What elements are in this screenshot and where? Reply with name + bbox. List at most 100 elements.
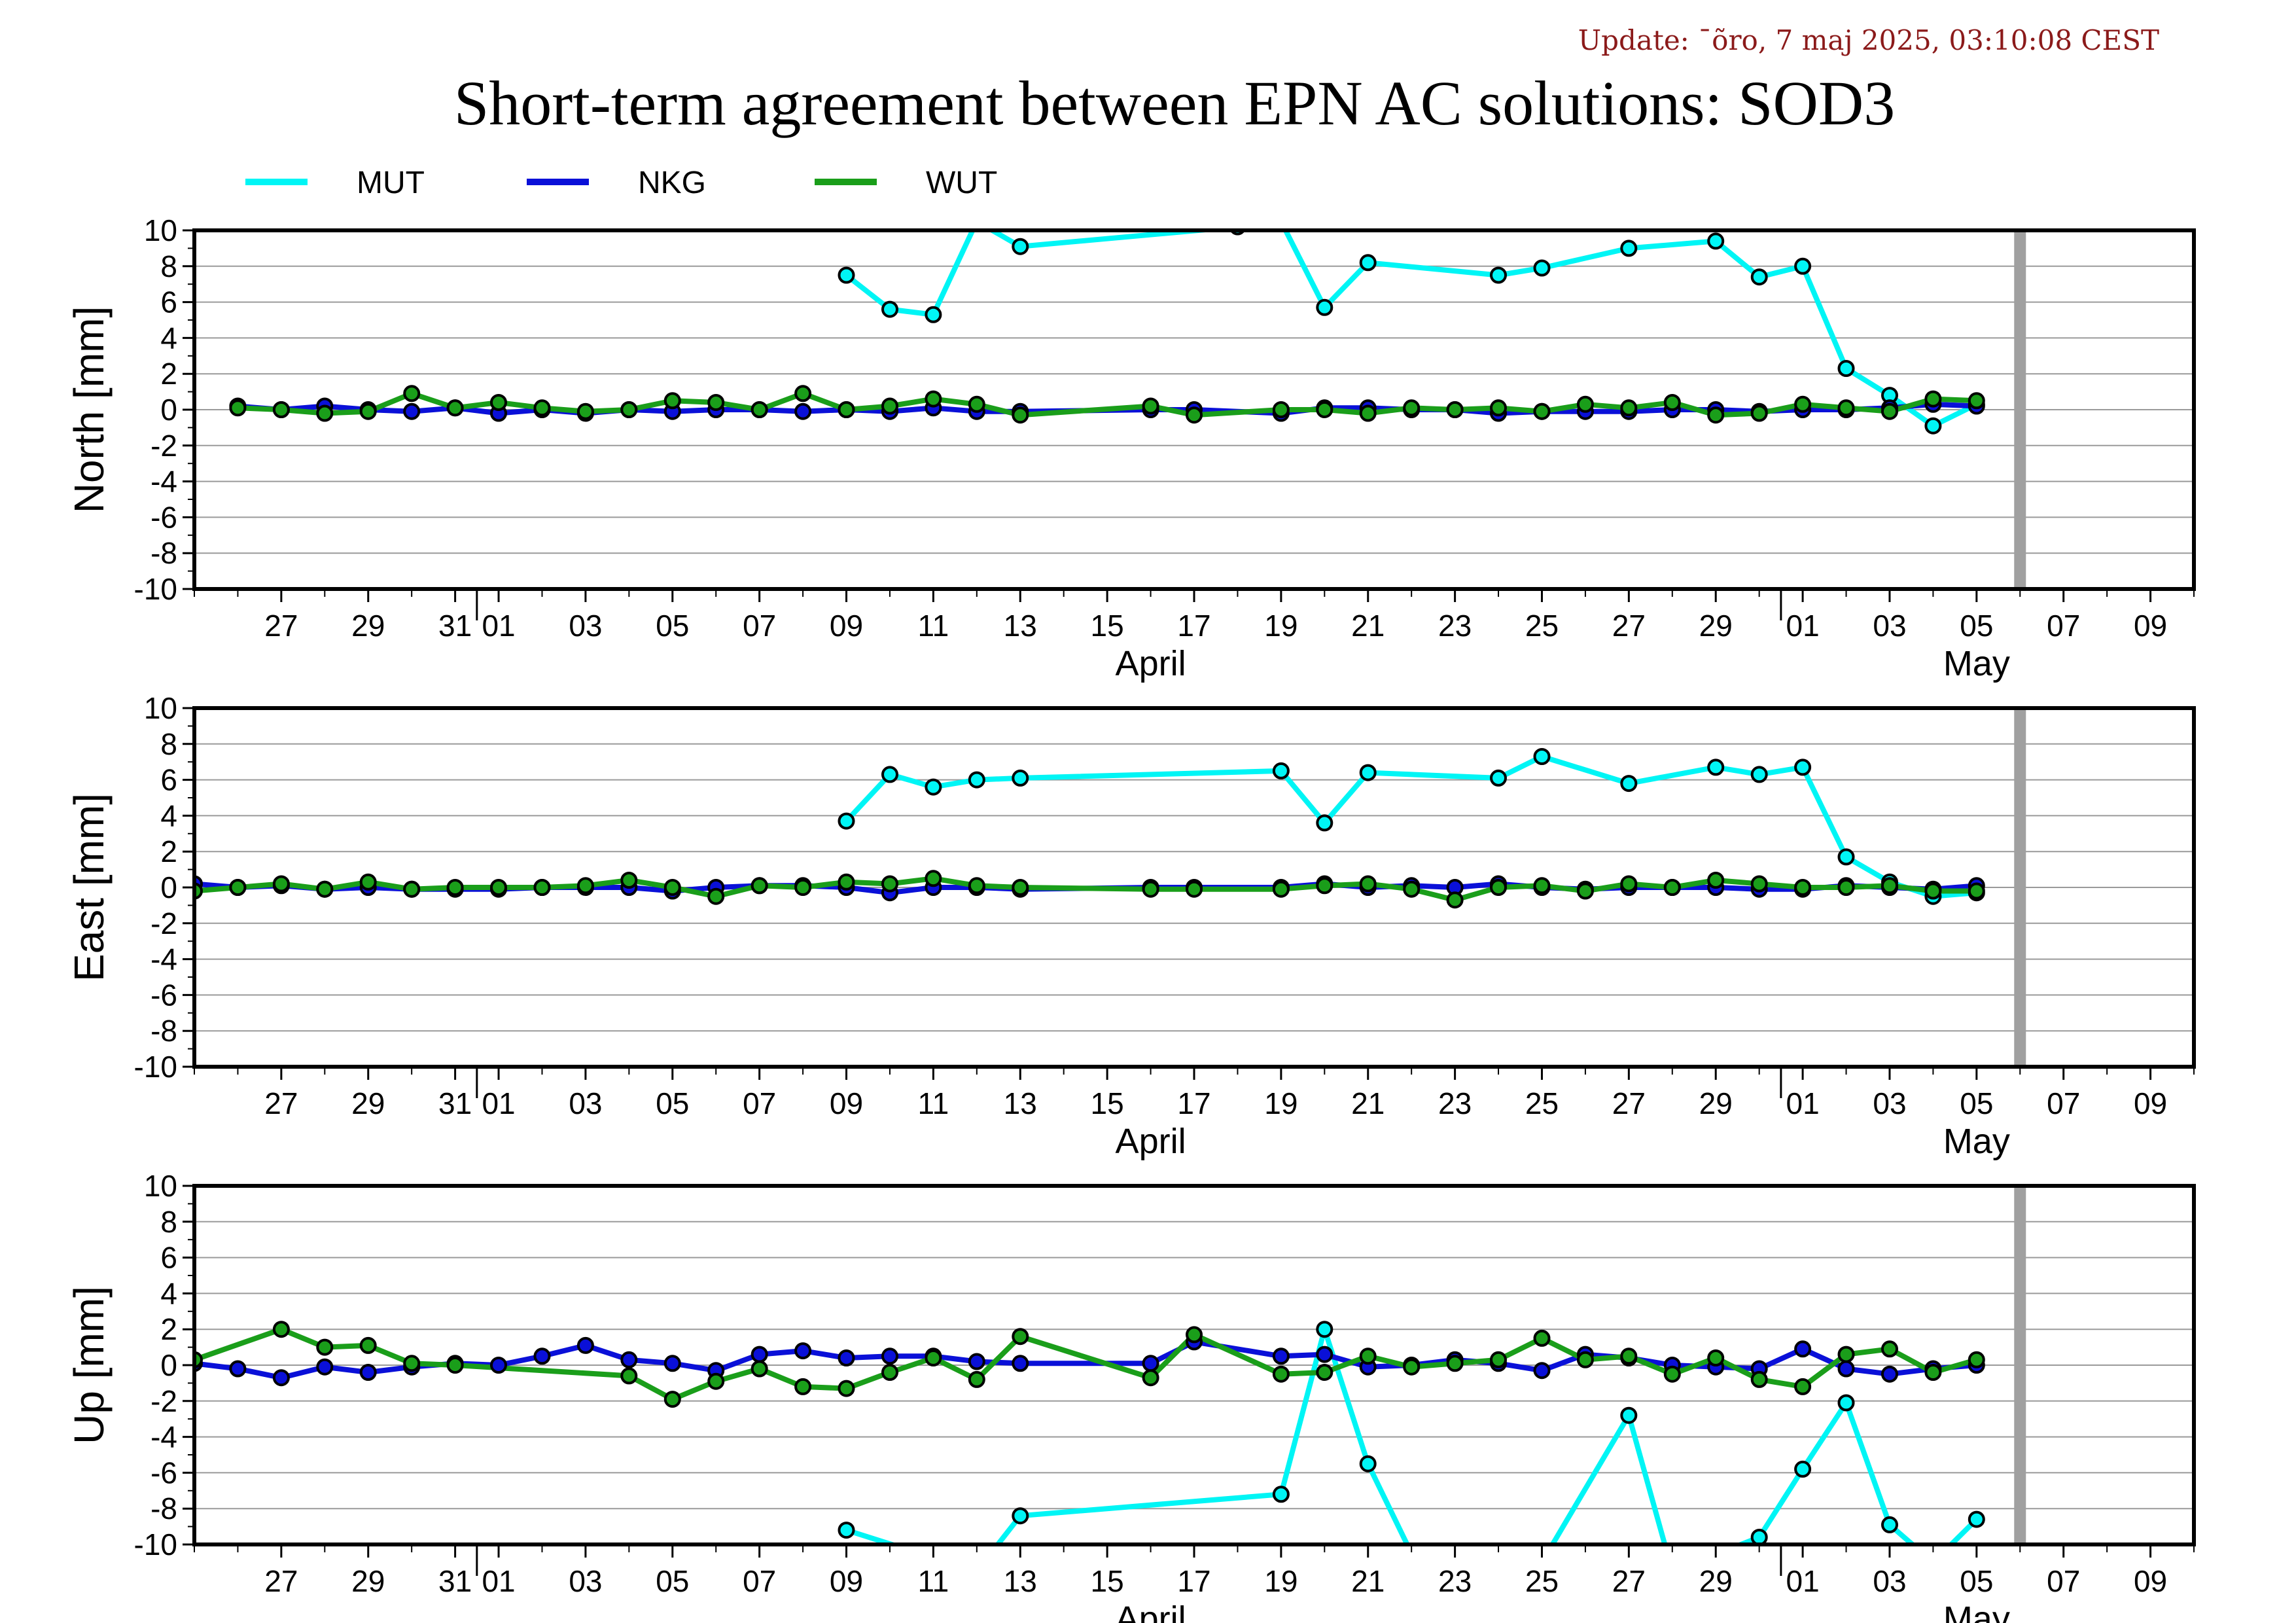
point-mut [1274,214,1288,228]
point-mut [881,766,898,783]
point-mut [1794,257,1812,275]
x-tick-label: 25 [1525,609,1559,643]
point-nkg [838,1349,855,1366]
point-wut [490,879,507,896]
point-wut [1837,879,1855,896]
x-tick-label: 27 [1612,1564,1646,1598]
point-wut [707,887,725,905]
point-wut [272,401,290,418]
x-tick-label: 29 [351,609,385,643]
x-tick-label: 21 [1351,609,1385,643]
point-mut [1316,1321,1333,1338]
series-line-mut [845,1327,1979,1544]
point-wut [1142,1369,1159,1387]
point-mut [881,300,898,318]
point-wut [1707,872,1725,889]
y-tick-label: 2 [160,834,177,868]
x-tick-label: 21 [1351,1086,1385,1120]
series-group [229,214,1985,435]
x-tick-label: 23 [1438,1086,1472,1120]
point-wut [838,1380,855,1397]
point-mut [1707,758,1725,776]
x-tick-label: 11 [918,1564,949,1598]
x-tick-label: 01 [482,1564,515,1598]
point-nkg [1142,1355,1159,1372]
point-mut [1794,1460,1812,1478]
point-mut [838,1522,855,1539]
month-label: May [1943,1599,2010,1623]
point-wut [925,870,942,887]
point-mut [1012,238,1029,255]
x-tick-label: 31 [438,609,472,643]
x-tick-label: 01 [1786,1564,1820,1598]
x-tick-label: 03 [569,1564,602,1598]
point-wut [1012,406,1029,424]
x-tick-label: 13 [1004,609,1037,643]
y-tick-label: -8 [150,1491,177,1525]
point-wut [925,390,942,408]
point-nkg [1533,1362,1551,1380]
y-tick-label: 4 [160,1276,177,1310]
point-nkg [1272,1347,1290,1365]
point-mut [925,306,942,323]
point-wut [663,1391,681,1408]
y-tick-label: -4 [150,942,177,976]
x-tick-label: 07 [2047,1564,2080,1598]
x-tick-label: 25 [1525,1086,1559,1120]
point-nkg [881,1347,898,1365]
point-wut [359,402,377,420]
current-date-bar [2014,1186,2026,1544]
x-tick-label: 07 [2047,609,2080,643]
x-tick-label: 19 [1264,1564,1298,1598]
y-axis-title: East [mm] [65,793,113,982]
point-mut [1837,848,1855,866]
point-mut [1533,748,1551,765]
point-wut [751,877,768,895]
point-wut [1272,401,1290,418]
point-wut [1750,1370,1768,1388]
x-tick-label: 31 [438,1086,472,1120]
point-wut [533,399,551,417]
point-mut [1665,1564,1680,1578]
point-wut [1490,1351,1507,1368]
point-mut [1490,266,1507,284]
point-wut [1881,877,1898,895]
point-wut [1968,882,1985,900]
series-group [194,1321,1985,1578]
point-nkg [229,1360,247,1378]
y-tick-label: 10 [144,213,177,247]
point-wut [1012,879,1029,896]
point-wut [1533,877,1551,895]
point-wut [1837,1346,1855,1363]
point-mut [1837,360,1855,377]
point-wut [316,880,334,898]
point-wut [1924,882,1942,900]
y-tick-label: -6 [150,978,177,1012]
point-wut [1576,1351,1594,1368]
point-wut [1446,401,1464,418]
point-nkg [968,1353,985,1370]
y-tick-label: 0 [160,1348,177,1382]
x-tick-label: 01 [1786,1086,1820,1120]
point-wut [1446,1355,1464,1372]
point-nkg [1794,1340,1812,1358]
x-tick-label: 03 [1873,1086,1906,1120]
point-nkg [576,1336,594,1354]
point-mut [1359,764,1377,781]
month-label: May [1943,644,2010,683]
point-mut [1620,1406,1638,1424]
point-wut [1490,879,1507,896]
point-wut [1359,875,1377,893]
x-tick-label: 09 [830,1564,863,1598]
y-tick-label: -10 [134,1527,177,1561]
y-tick-label: 10 [144,1169,177,1203]
y-tick-label: 8 [160,249,177,283]
point-wut [403,1355,421,1372]
point-mut [1272,762,1290,779]
month-label: April [1116,1122,1186,1161]
y-tick-label: 0 [160,393,177,427]
x-tick-label: 11 [918,609,949,643]
y-tick-label: -8 [150,1014,177,1048]
month-label: April [1116,644,1186,683]
